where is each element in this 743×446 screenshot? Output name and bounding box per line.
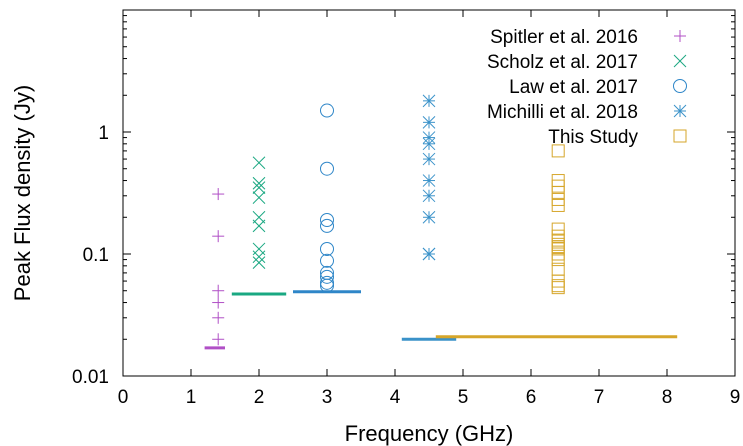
legend-marker-spitler-et-al-2016	[674, 30, 686, 42]
data-point-law-et-al-2017	[320, 278, 334, 293]
data-point-law-et-al-2017	[320, 241, 334, 256]
x-tick-label: 5	[458, 387, 469, 408]
data-point-spitler-et-al-2016	[212, 230, 225, 243]
legend-marker-this-study	[673, 129, 687, 143]
x-tick-label: 8	[662, 387, 673, 408]
data-point-scholz-et-al-2017	[252, 250, 266, 264]
legend-label-michilli-et-al-2018: Michilli et al. 2018	[487, 102, 638, 123]
data-point-michilli-et-al-2018	[422, 115, 436, 129]
plot-frame	[122, 9, 736, 377]
x-tick-label: 1	[186, 387, 197, 408]
data-point-scholz-et-al-2017	[252, 156, 266, 170]
data-point-spitler-et-al-2016	[212, 296, 225, 309]
data-point-this-study	[551, 222, 565, 236]
x-tick-label: 6	[526, 387, 537, 408]
legend: Spitler et al. 2016 Scholz et al. 2017 Law…	[487, 27, 687, 148]
data-point-this-study	[551, 198, 565, 212]
data-point-this-study	[551, 274, 565, 288]
data-point-scholz-et-al-2017	[252, 176, 266, 190]
data-point-michilli-et-al-2018	[422, 210, 436, 224]
legend-marker-scholz-et-al-2017	[673, 54, 687, 68]
thresholds-layer	[204, 290, 678, 350]
x-tick-label: 7	[594, 387, 605, 408]
x-axis-title: Frequency (GHz)	[345, 421, 514, 446]
data-point-scholz-et-al-2017	[252, 181, 266, 194]
data-point-michilli-et-al-2018	[422, 137, 436, 151]
x-tick-label: 9	[730, 387, 741, 408]
data-point-law-et-al-2017	[320, 212, 334, 227]
legend-label-law-et-al-2017: Law et al. 2017	[509, 77, 638, 98]
data-point-law-et-al-2017	[320, 103, 334, 118]
data-point-law-et-al-2017	[320, 253, 334, 268]
data-point-this-study	[551, 262, 565, 276]
legend-marker-law-et-al-2017	[673, 79, 687, 93]
data-point-michilli-et-al-2018	[422, 189, 436, 203]
y-tick-label: 1	[98, 123, 109, 144]
data-point-spitler-et-al-2016	[212, 284, 225, 297]
y-tick-label: 0.1	[83, 245, 109, 266]
data-point-michilli-et-al-2018	[422, 247, 436, 261]
legend-marker-michilli-et-al-2018	[673, 104, 687, 118]
legend-label-spitler-et-al-2016: Spitler et al. 2016	[490, 27, 638, 48]
data-point-law-et-al-2017	[320, 161, 334, 176]
legend-label-this-study: This Study	[548, 127, 638, 148]
data-point-scholz-et-al-2017	[252, 256, 266, 269]
data-point-this-study	[551, 185, 565, 199]
data-point-scholz-et-al-2017	[252, 219, 266, 233]
x-tick-label: 4	[390, 387, 401, 408]
data-point-scholz-et-al-2017	[252, 191, 266, 204]
ticks-layer: 0 1 2 3 4 5 6 7 8 9 0.01 0.1 1	[72, 10, 740, 408]
data-point-spitler-et-al-2016	[212, 188, 225, 201]
data-point-law-et-al-2017	[320, 218, 334, 233]
y-tick-label: 0.01	[72, 367, 109, 388]
data-point-michilli-et-al-2018	[422, 174, 436, 187]
data-point-law-et-al-2017	[320, 275, 334, 290]
x-tick-label: 2	[254, 387, 265, 408]
x-tick-label: 0	[118, 387, 129, 408]
data-point-this-study	[551, 144, 565, 158]
data-point-michilli-et-al-2018	[422, 152, 436, 166]
points-layer	[212, 94, 565, 346]
data-point-michilli-et-al-2018	[422, 94, 436, 108]
data-point-law-et-al-2017	[320, 269, 334, 284]
data-point-spitler-et-al-2016	[212, 311, 225, 324]
data-point-this-study	[551, 281, 565, 295]
data-point-this-study	[551, 253, 565, 267]
x-tick-label: 3	[322, 387, 333, 408]
data-point-spitler-et-al-2016	[212, 333, 225, 346]
y-axis-title: Peak Flux density (Jy)	[10, 85, 35, 301]
legend-label-scholz-et-al-2017: Scholz et al. 2017	[487, 52, 638, 73]
